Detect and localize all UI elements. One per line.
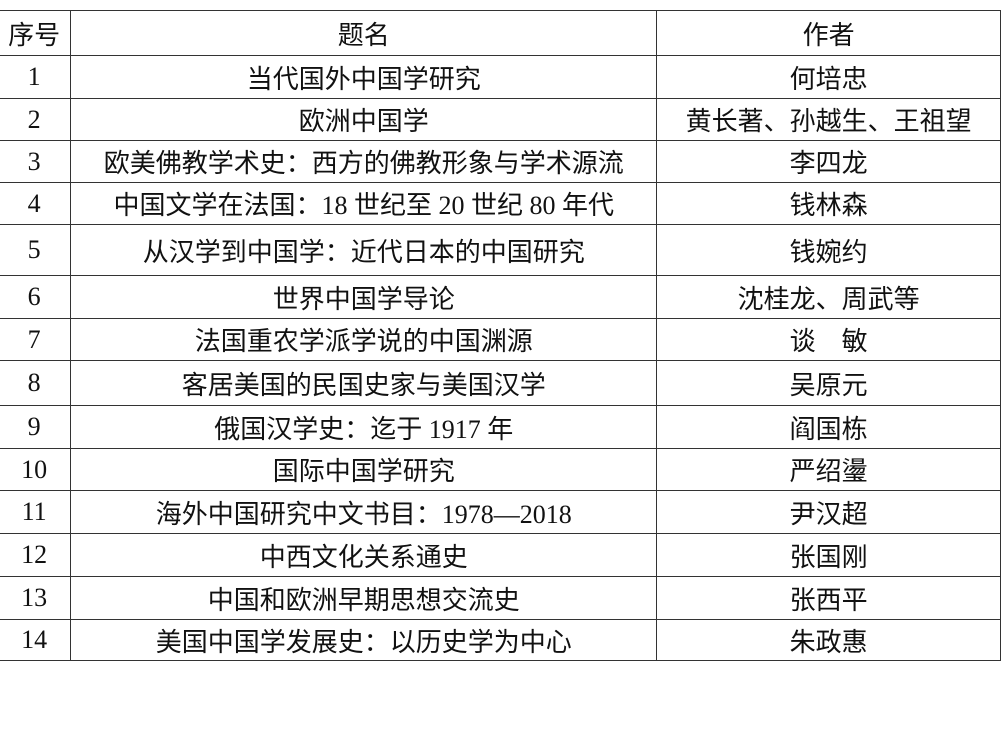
title-cell: 世界中国学导论	[70, 275, 658, 319]
table-row: 2 欧洲中国学 黄长著、孙越生、王祖望	[0, 98, 1001, 141]
author-cell: 钱婉约	[656, 224, 1001, 276]
title-cell: 从汉学到中国学：近代日本的中国研究	[70, 224, 658, 276]
title-cell: 中西文化关系通史	[70, 533, 658, 577]
index-cell: 3	[0, 140, 72, 183]
table-row: 5 从汉学到中国学：近代日本的中国研究 钱婉约	[0, 224, 1001, 276]
index-cell: 4	[0, 182, 72, 225]
index-cell: 6	[0, 275, 72, 319]
index-cell: 11	[0, 490, 72, 534]
index-cell: 13	[0, 576, 72, 620]
author-cell: 张西平	[656, 576, 1001, 620]
header-author-cell: 作者	[656, 10, 1001, 56]
author-cell: 李四龙	[656, 140, 1001, 183]
author-cell: 阎国栋	[656, 405, 1001, 449]
index-cell: 8	[0, 360, 72, 406]
title-cell: 当代国外中国学研究	[70, 55, 658, 99]
table-row: 4 中国文学在法国：18 世纪至 20 世纪 80 年代 钱林森	[0, 182, 1001, 225]
author-cell: 尹汉超	[656, 490, 1001, 534]
table: 序号 题名 作者 1 当代国外中国学研究 何培忠 2 欧洲中国学 黄长著、孙越生、王祖望 3 欧美佛…	[0, 10, 1001, 661]
author-cell: 沈桂龙、周武等	[656, 275, 1001, 319]
header-row: 序号 题名 作者	[0, 10, 1001, 56]
title-cell: 海外中国研究中文书目：1978—2018	[70, 490, 658, 534]
header-title-cell: 题名	[70, 10, 658, 56]
index-cell: 1	[0, 55, 72, 99]
table-row: 13 中国和欧洲早期思想交流史 张西平	[0, 576, 1001, 620]
table-row: 7 法国重农学派学说的中国渊源谈 敏	[0, 318, 1001, 361]
index-cell: 10	[0, 448, 72, 491]
title-cell: 欧洲中国学	[70, 98, 658, 141]
index-cell: 9	[0, 405, 72, 449]
title-cell: 中国文学在法国：18 世纪至 20 世纪 80 年代	[70, 182, 658, 225]
index-cell: 5	[0, 224, 72, 276]
author-cell: 吴原元	[656, 360, 1001, 406]
title-cell: 俄国汉学史：迄于 1917 年	[70, 405, 658, 449]
index-cell: 12	[0, 533, 72, 577]
index-cell: 14	[0, 619, 72, 661]
author-cell: 朱政惠	[656, 619, 1001, 661]
table-row: 1 当代国外中国学研究 何培忠	[0, 55, 1001, 99]
table-row: 12 中西文化关系通史 张国刚	[0, 533, 1001, 577]
index-cell: 2	[0, 98, 72, 141]
table-row: 8 客居美国的民国史家与美国汉学 吴原元	[0, 360, 1001, 406]
table-row: 9 俄国汉学史：迄于 1917 年阎国栋	[0, 405, 1001, 449]
title-cell: 中国和欧洲早期思想交流史	[70, 576, 658, 620]
header-index-cell: 序号	[0, 10, 72, 56]
title-cell: 欧美佛教学术史：西方的佛教形象与学术源流	[70, 140, 658, 183]
table-row: 11 海外中国研究中文书目：1978—2018 尹汉超	[0, 490, 1001, 534]
table-row: 6 世界中国学导论 沈桂龙、周武等	[0, 275, 1001, 319]
title-cell: 美国中国学发展史：以历史学为中心	[70, 619, 658, 661]
author-cell: 严绍璗	[656, 448, 1001, 491]
title-cell: 客居美国的民国史家与美国汉学	[70, 360, 658, 406]
table-row: 3 欧美佛教学术史：西方的佛教形象与学术源流 李四龙	[0, 140, 1001, 183]
title-cell: 国际中国学研究	[70, 448, 658, 491]
author-cell: 何培忠	[656, 55, 1001, 99]
table-row: 14 美国中国学发展史：以历史学为中心 朱政惠	[0, 619, 1001, 661]
author-cell: 张国刚	[656, 533, 1001, 577]
author-cell: 钱林森	[656, 182, 1001, 225]
table-row: 10 国际中国学研究 严绍璗	[0, 448, 1001, 491]
author-cell: 黄长著、孙越生、王祖望	[656, 98, 1001, 141]
title-cell: 法国重农学派学说的中国渊源	[70, 318, 658, 361]
index-cell: 7	[0, 318, 72, 361]
author-cell: 谈 敏	[656, 318, 1001, 361]
